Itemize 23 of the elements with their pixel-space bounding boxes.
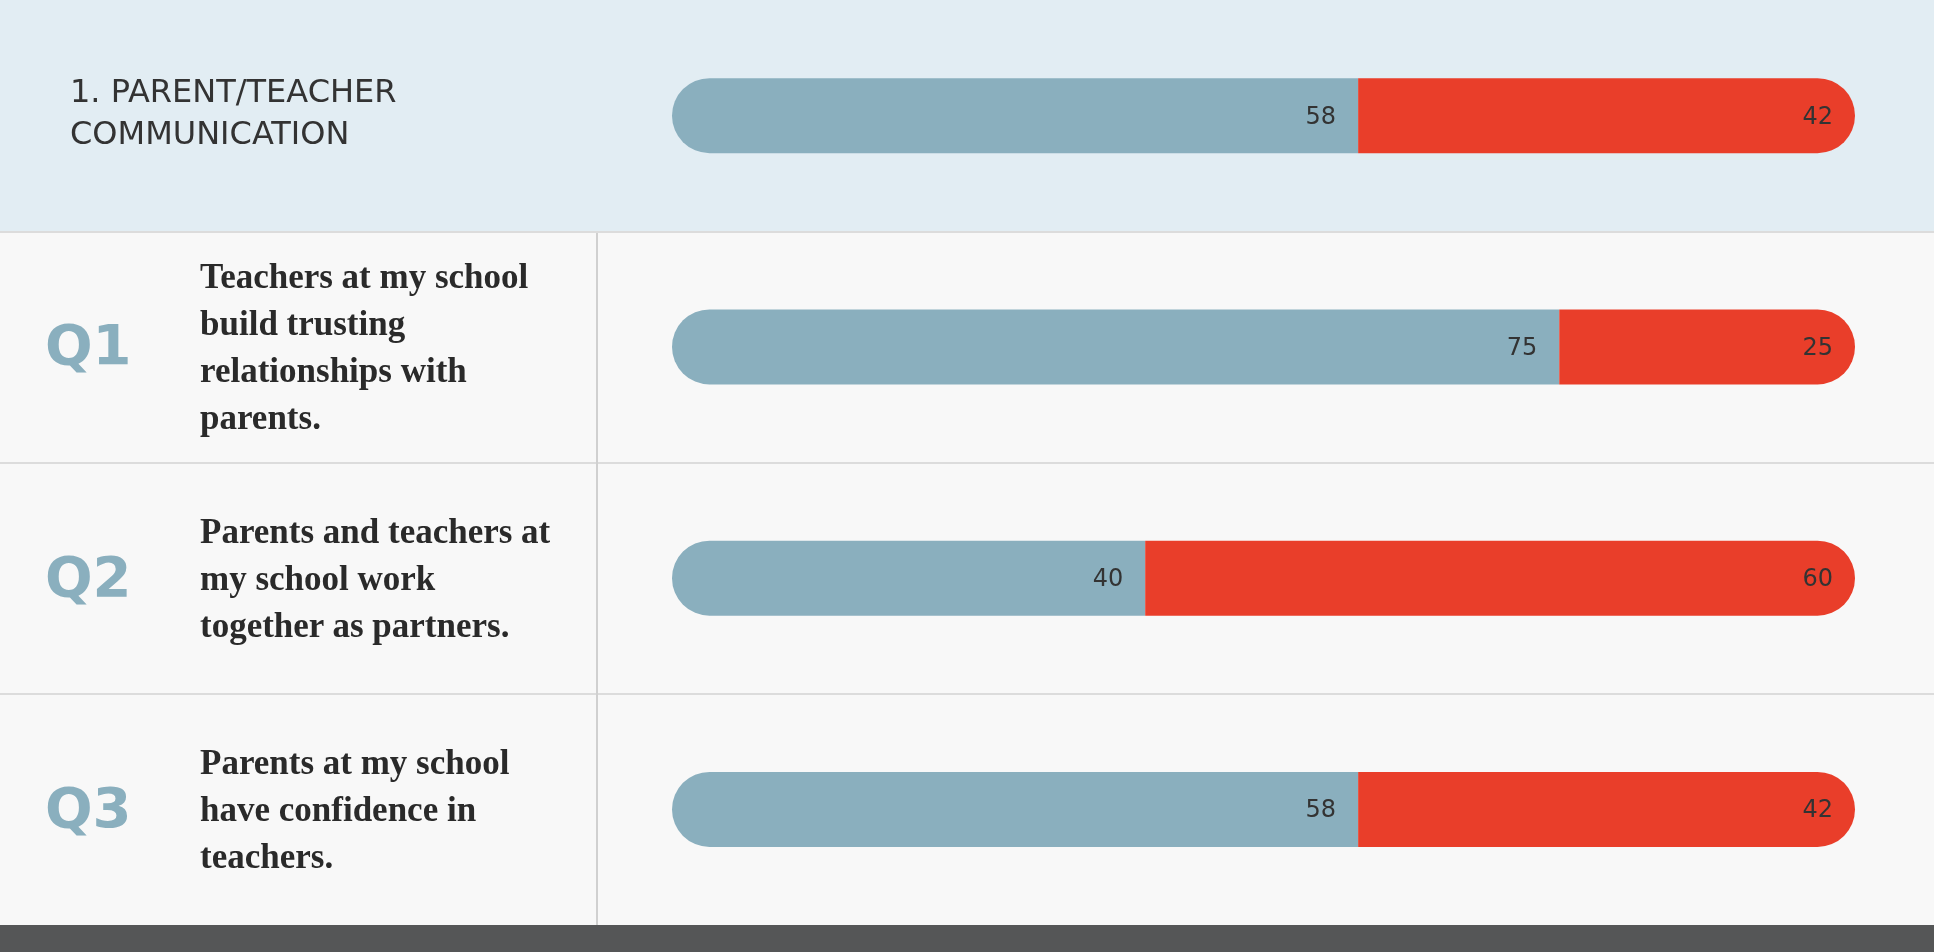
text: Q1 (45, 312, 132, 378)
bar (1145, 540, 1855, 616)
bar (672, 309, 1560, 385)
y-tick-label: Teachers at my school build trusting relationships with parents. (200, 256, 538, 437)
text: 1. PARENT/TEACHER COMMUNICATION (70, 72, 407, 152)
data-label: 25 (1802, 332, 1833, 361)
data-label: 42 (1802, 101, 1833, 130)
data-label: 40 (1092, 564, 1124, 593)
y-tick-label: Parents and teachers at my school work together as partners. (200, 511, 560, 645)
data-label: 58 (1305, 101, 1337, 130)
bar (672, 540, 1146, 616)
data-label: 42 (1802, 795, 1833, 824)
bar (672, 78, 1359, 154)
text: Q3 (45, 774, 132, 840)
bar (1358, 78, 1855, 154)
bar (1358, 771, 1855, 847)
text: Q2 (45, 543, 132, 609)
bar (672, 771, 1359, 847)
data-label: 75 (1506, 332, 1538, 361)
data-label: 58 (1305, 795, 1337, 824)
y-tick-label: Parents at my school have confidence in teachers. (200, 742, 519, 876)
bar (1559, 309, 1855, 385)
data-label: 60 (1802, 564, 1833, 593)
